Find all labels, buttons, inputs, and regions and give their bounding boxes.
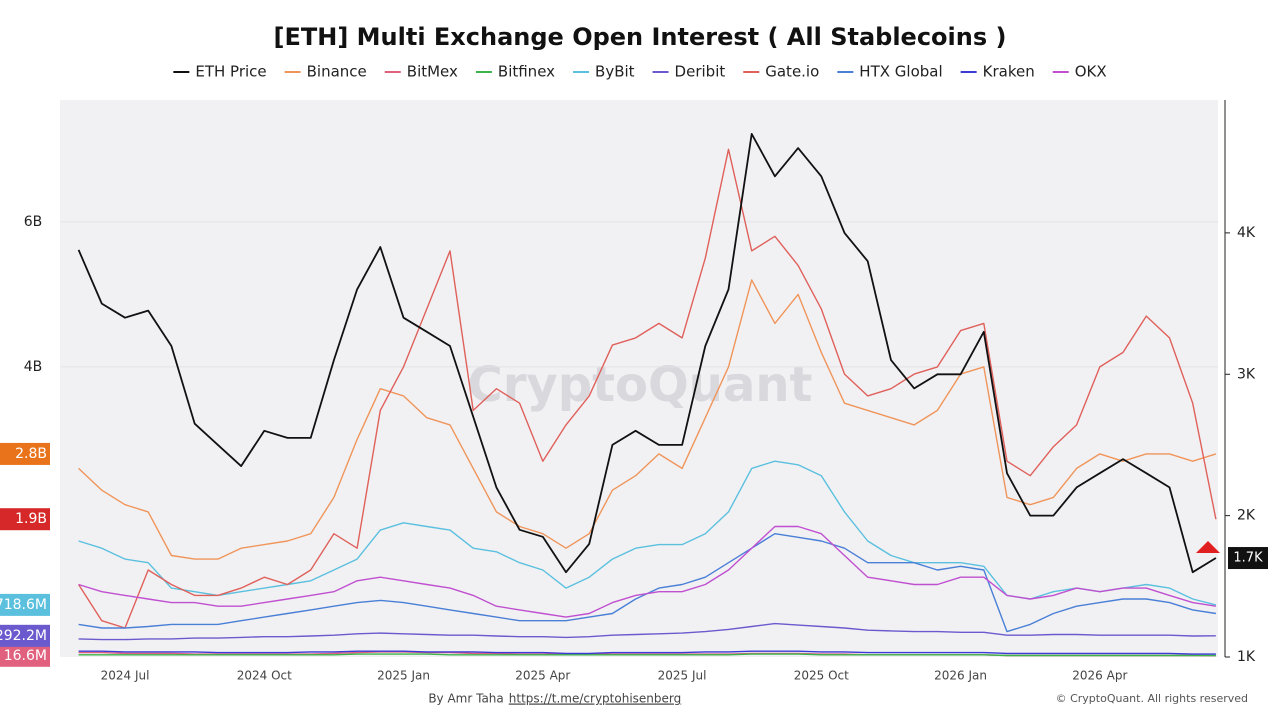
end-badge [0,644,50,667]
legend-label: Bitfinex [498,63,555,81]
series-line [77,133,1217,574]
x-tick-label: 2025 Jan [377,669,430,683]
y-tick-label: 6B [24,214,43,230]
footer-copyright: © CryptoQuant. All rights reserved [1056,692,1248,705]
plot-background [60,100,1218,657]
end-badge-label: 2.8B [15,446,47,462]
x-tick-label: 2026 Apr [1072,669,1127,683]
end-badge-label: 1.9B [15,511,47,527]
y2-tick-label: 3K [1237,366,1256,382]
end-badge-label: 292.2M [0,628,47,644]
footer-author: By Amr Taha [428,692,503,706]
series-line [78,653,1216,657]
series-line [78,525,1217,618]
legend-label: OKX [1075,63,1107,81]
end-badge-label: 16.6M [4,648,47,664]
legend-label: Binance [307,63,367,81]
end-badge [1228,547,1268,570]
series-line [78,650,1216,655]
footer-link[interactable]: https://t.me/cryptohisenberg [509,692,681,706]
end-badge-label: 1.7K [1233,551,1263,566]
end-badge [0,442,50,465]
watermark: CryptoQuant [468,357,813,413]
series-line [78,279,1217,560]
legend-label: ByBit [595,63,635,81]
x-tick-label: 2025 Jul [658,669,707,683]
y2-tick-label: 2K [1237,508,1256,524]
y2-tick-label: 1K [1237,649,1256,665]
legend-label: Deribit [675,63,726,81]
y2-tick-label: 4K [1237,225,1256,241]
series-line [78,148,1217,629]
y-tick-label: 4B [24,359,43,375]
end-badge-label: 718.6M [0,597,47,613]
legend-label: Kraken [983,63,1035,81]
legend-label: BitMex [407,63,458,81]
x-tick-label: 2026 Jan [934,669,987,683]
end-badge [0,624,50,647]
series-line [78,622,1216,641]
marker-triangle [1196,541,1220,554]
end-badge [0,593,50,616]
x-tick-label: 2025 Oct [794,669,849,683]
end-badge [0,508,50,531]
legend-label: HTX Global [859,63,942,81]
legend: ETH Price Binance BitMex Bitfinex ByBit Derib… [173,63,1107,81]
legend-label: ETH Price [195,63,266,81]
legend-label: Gate.io [765,63,819,81]
x-tick-label: 2024 Jul [101,669,150,683]
chart-title: [ETH] Multi Exchange Open Interest ( All… [274,23,1007,51]
x-tick-label: 2024 Oct [237,669,292,683]
x-tick-label: 2025 Apr [515,669,570,683]
